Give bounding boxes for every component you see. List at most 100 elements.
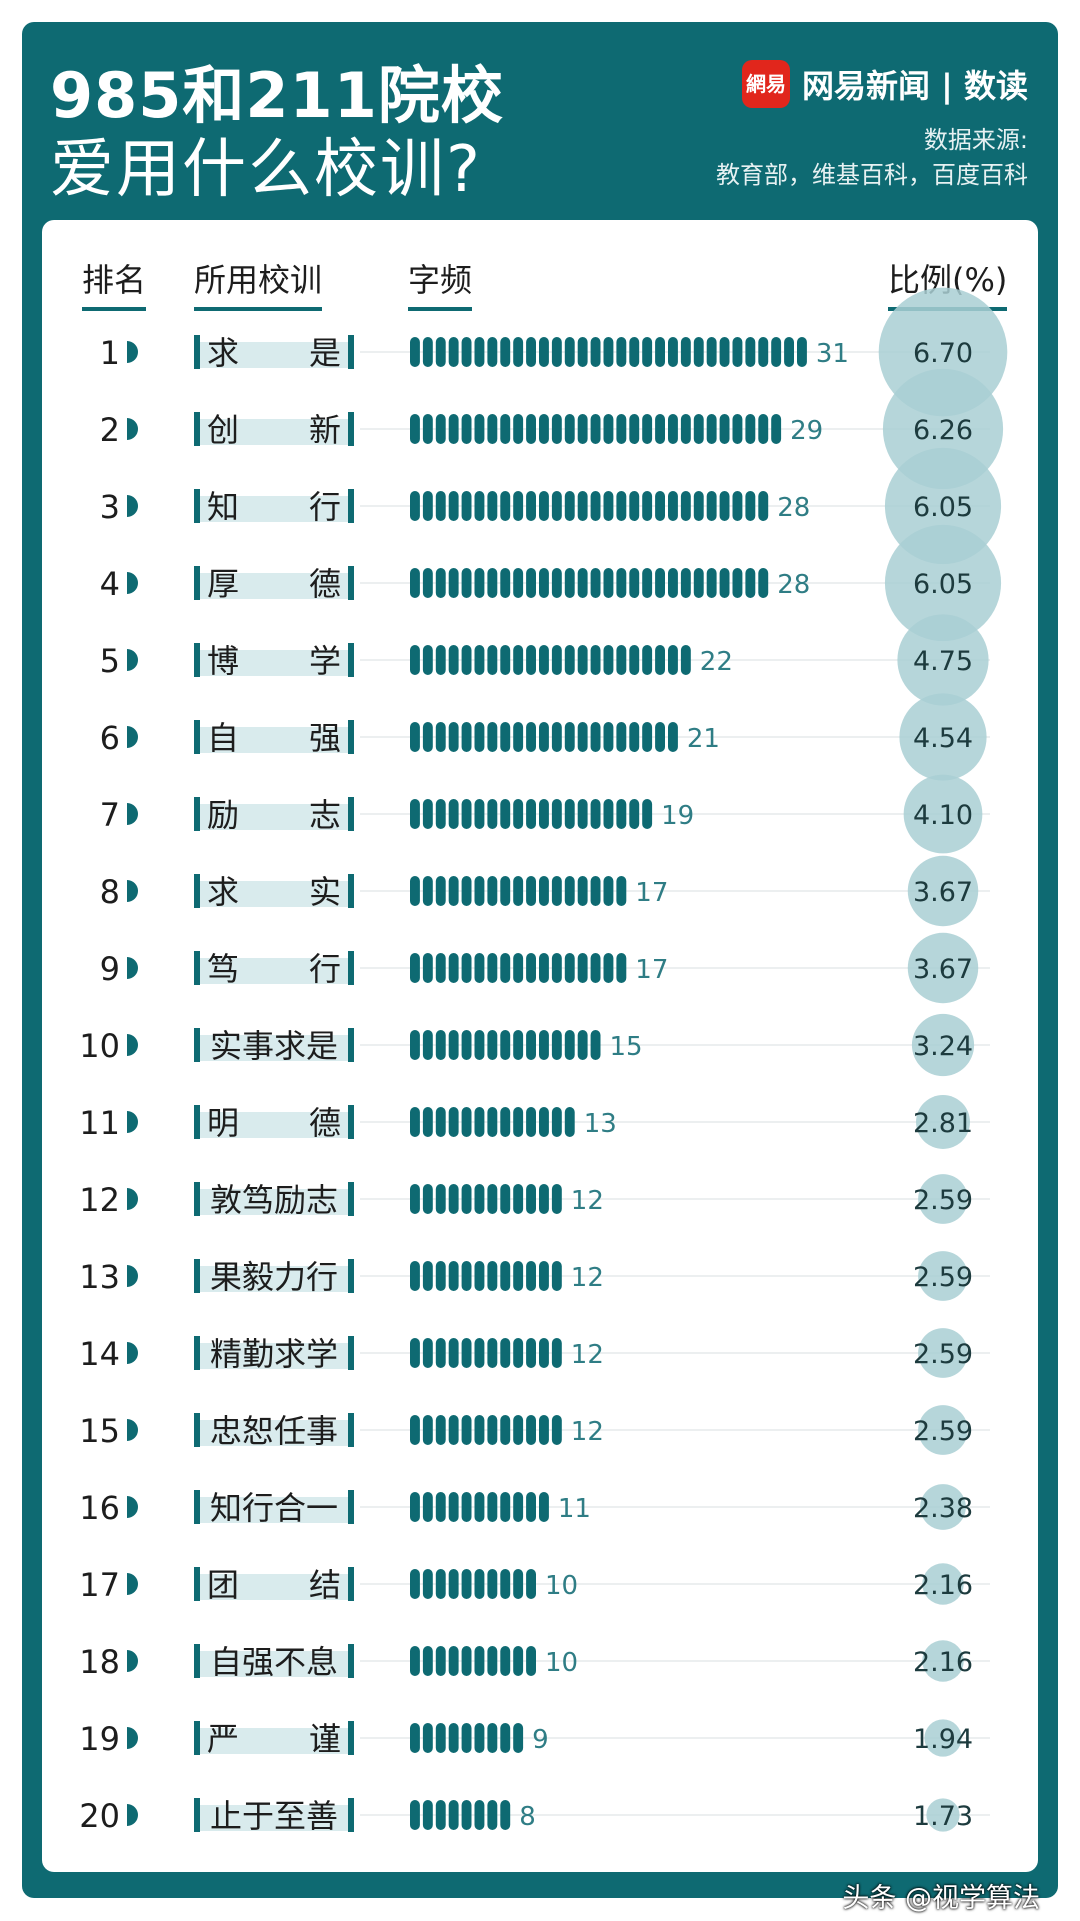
freq-bar-segment: [513, 1492, 524, 1522]
motto-bracket-left: [194, 566, 200, 600]
freq-bar-segment: [706, 568, 717, 598]
freq-bar-segment: [500, 568, 511, 598]
motto-bracket-left: [194, 1644, 200, 1678]
freq-bar-segment: [539, 1415, 549, 1445]
freq-bar-segment: [513, 1030, 524, 1060]
freq-bar-segment: [500, 953, 511, 983]
motto-band: [194, 804, 354, 830]
motto-band: [194, 1266, 354, 1292]
ratio-value-label: 6.05: [913, 569, 973, 600]
freq-bar-segment: [448, 953, 459, 983]
freq-bar-segment: [706, 491, 717, 521]
freq-bar-segment: [422, 414, 433, 444]
freq-bar-segment: [487, 568, 498, 598]
freq-bar-segment: [603, 337, 614, 367]
ratio-value-label: 2.59: [913, 1339, 973, 1370]
freq-bar-segment: [474, 491, 485, 521]
freq-bar-segment: [422, 1646, 433, 1676]
freq-bar-segment: [539, 568, 549, 598]
freq-bar-segment: [797, 337, 807, 367]
freq-bar-segment: [513, 876, 524, 906]
freq-bar-segment: [500, 1261, 511, 1291]
freq-bar-segment: [448, 414, 459, 444]
motto-band: [194, 1420, 354, 1446]
freq-bar-segment: [487, 1492, 498, 1522]
freq-bar-segment: [461, 1723, 472, 1753]
freq-bar-segment: [642, 799, 653, 829]
freq-bar-segment: [448, 1569, 459, 1599]
freq-bar-segment: [668, 491, 678, 521]
freq-bar-segment: [435, 414, 446, 444]
freq-bar-segment: [616, 799, 627, 829]
motto-label: 自强不息: [210, 1643, 338, 1681]
freq-bar-segment: [513, 414, 524, 444]
freq-bar-segment: [668, 645, 678, 675]
ratio-value-label: 2.16: [913, 1570, 973, 1601]
freq-bar-segment: [590, 414, 601, 444]
freq-bar-segment: [551, 876, 562, 906]
motto-bracket-left: [194, 1336, 200, 1370]
motto-band: [194, 1651, 354, 1677]
freq-bar-segment: [500, 1646, 511, 1676]
freq-bar-segment: [487, 645, 498, 675]
ratio-bubble: [926, 1798, 960, 1832]
freq-bar-segment: [539, 645, 549, 675]
motto-band: [194, 1189, 354, 1215]
freq-bar-segment: [732, 414, 743, 444]
freq-bar-segment: [435, 1800, 446, 1830]
freq-bar-segment: [513, 645, 524, 675]
freq-bar-segment: [629, 568, 640, 598]
freq-bar-segment: [513, 1261, 524, 1291]
freq-bar-segment: [771, 414, 782, 444]
motto-bracket-left: [194, 1105, 200, 1139]
rank-marker-icon: [127, 341, 138, 363]
freq-bar-segment: [410, 722, 420, 752]
motto-bracket-right: [348, 1798, 354, 1832]
ratio-bubble: [884, 524, 1002, 642]
motto-bracket-left: [194, 412, 200, 446]
rank-label: 3: [100, 488, 120, 526]
freq-bar-segment: [564, 337, 575, 367]
freq-bar-segment: [422, 1800, 433, 1830]
freq-bar-segment: [526, 1107, 536, 1137]
freq-bar-segment: [590, 337, 601, 367]
ratio-value-label: 6.05: [913, 492, 973, 523]
ratio-value-label: 2.59: [913, 1416, 973, 1447]
freq-bar-segment: [603, 491, 614, 521]
freq-bar-segment: [448, 1723, 459, 1753]
ratio-bubble: [897, 614, 989, 706]
freq-bar-segment: [448, 1261, 459, 1291]
freq-bar-segment: [461, 876, 472, 906]
column-header-rank: 排名: [82, 255, 147, 311]
freq-bar-segment: [680, 568, 691, 598]
freq-bar-segment: [706, 414, 717, 444]
motto-bracket-left: [194, 951, 200, 985]
ratio-bubble: [916, 1095, 970, 1149]
freq-bar-segment: [758, 337, 769, 367]
freq-bar-segment: [539, 1107, 549, 1137]
rank-label: 18: [79, 1643, 120, 1681]
brand-name: 网易新闻 | 数读: [802, 67, 1028, 105]
freq-bar-segment: [513, 1569, 524, 1599]
freq-bar-segment: [422, 645, 433, 675]
freq-bar-segment: [435, 1415, 446, 1445]
rank-label: 4: [100, 565, 120, 603]
freq-bar-segment: [526, 645, 536, 675]
freq-bar-segment: [422, 1261, 433, 1291]
freq-bar-segment: [629, 491, 640, 521]
freq-bar-segment: [500, 722, 511, 752]
motto-bracket-left: [194, 797, 200, 831]
freq-bar-segment: [745, 337, 756, 367]
motto-bracket-left: [194, 1182, 200, 1216]
freq-bar-segment: [513, 1723, 524, 1753]
freq-bar-segment: [474, 953, 485, 983]
freq-bar-segment: [487, 1184, 498, 1214]
freq-bar-segment: [577, 876, 588, 906]
freq-bar-segment: [448, 722, 459, 752]
freq-bar-segment: [487, 1569, 498, 1599]
freq-bar-segment: [435, 1030, 446, 1060]
freq-bar-segment: [422, 1338, 433, 1368]
ratio-value-label: 3.24: [913, 1031, 973, 1062]
freq-bar-segment: [422, 1569, 433, 1599]
ratio-value-label: 1.94: [913, 1724, 973, 1755]
